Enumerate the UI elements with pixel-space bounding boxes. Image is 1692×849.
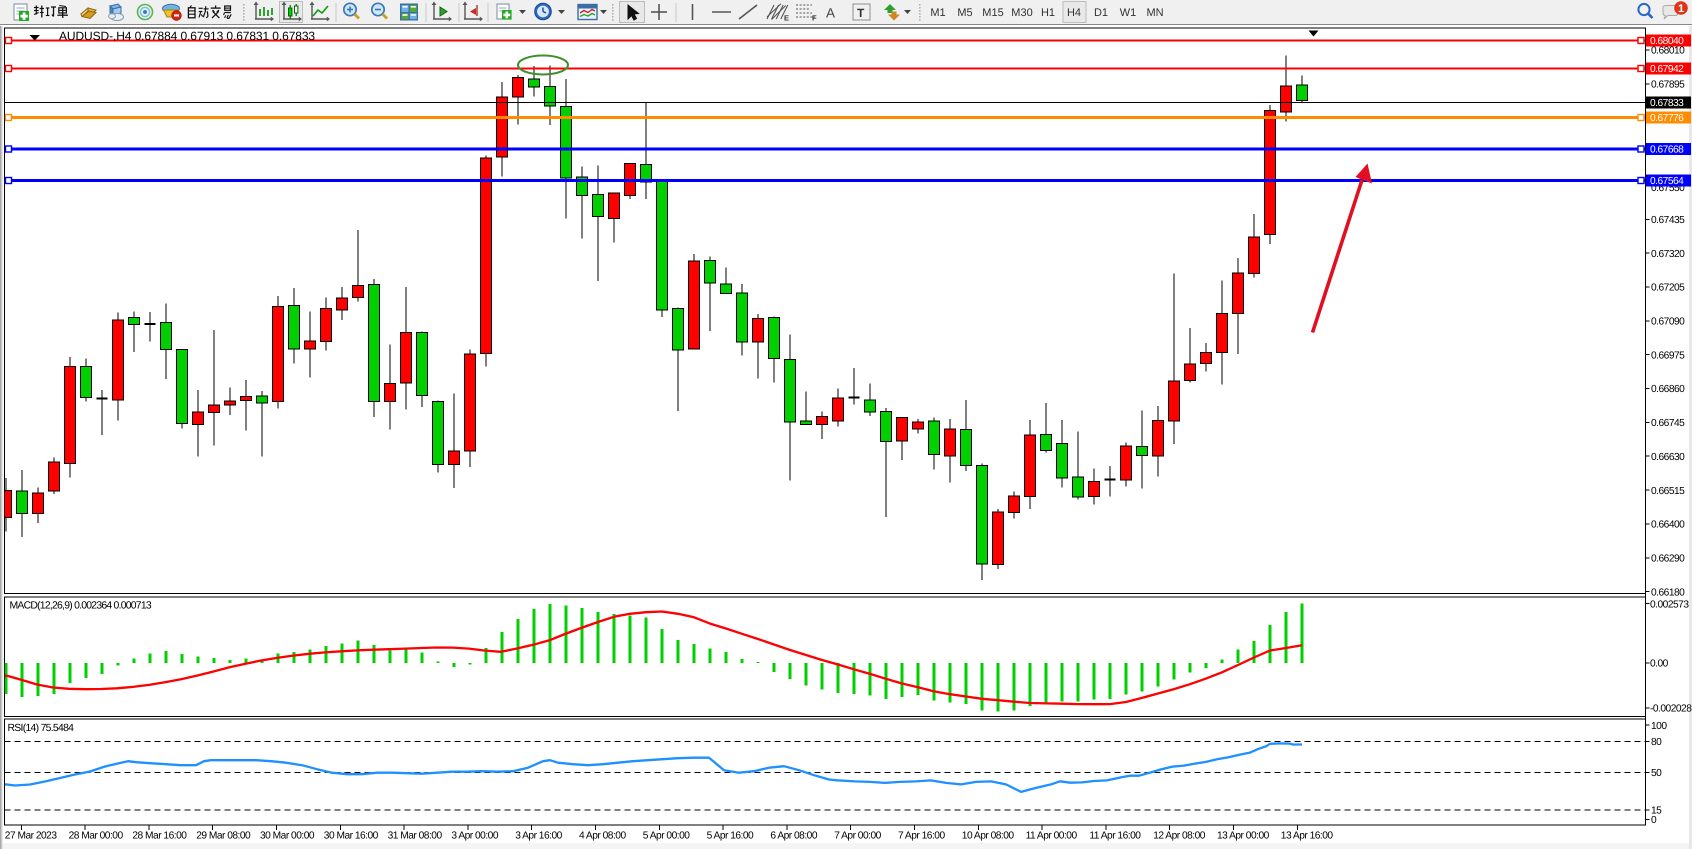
svg-text:0.67550: 0.67550 xyxy=(1651,183,1685,194)
svg-text:100: 100 xyxy=(1651,721,1667,732)
svg-text:15: 15 xyxy=(1651,806,1662,817)
svg-text:31 Mar 08:00: 31 Mar 08:00 xyxy=(388,831,443,842)
svg-text:0.66290: 0.66290 xyxy=(1651,554,1685,565)
svg-text:T: T xyxy=(857,6,865,20)
svg-text:M15: M15 xyxy=(982,7,1003,19)
svg-text:M30: M30 xyxy=(1011,7,1032,19)
svg-text:11 Apr 00:00: 11 Apr 00:00 xyxy=(1026,831,1078,842)
svg-text:0.68040: 0.68040 xyxy=(1650,36,1684,47)
svg-text:0.66975: 0.66975 xyxy=(1651,350,1685,361)
svg-text:3 Apr 00:00: 3 Apr 00:00 xyxy=(451,831,498,842)
svg-text:28 Mar 16:00: 28 Mar 16:00 xyxy=(132,831,187,842)
svg-text:3 Apr 16:00: 3 Apr 16:00 xyxy=(515,831,562,842)
svg-text:0.67668: 0.67668 xyxy=(1650,145,1684,156)
svg-text:6 Apr 08:00: 6 Apr 08:00 xyxy=(770,831,817,842)
svg-text:0.66515: 0.66515 xyxy=(1651,486,1685,497)
svg-text:AUDUSD-,H4 0.67884 0.67913 0.: AUDUSD-,H4 0.67884 0.67913 0.67831 0.678… xyxy=(59,29,315,43)
svg-text:0.67090: 0.67090 xyxy=(1651,317,1685,328)
svg-text:0.67942: 0.67942 xyxy=(1650,64,1684,75)
svg-text:30 Mar 16:00: 30 Mar 16:00 xyxy=(324,831,379,842)
svg-text:W1: W1 xyxy=(1120,7,1137,19)
svg-text:0.00: 0.00 xyxy=(1650,659,1669,670)
svg-text:10 Apr 08:00: 10 Apr 08:00 xyxy=(962,831,1015,842)
svg-text:12 Apr 08:00: 12 Apr 08:00 xyxy=(1153,831,1206,842)
svg-text:4 Apr 08:00: 4 Apr 08:00 xyxy=(579,831,626,842)
svg-text:7 Apr 16:00: 7 Apr 16:00 xyxy=(898,831,945,842)
svg-text:D1: D1 xyxy=(1094,7,1108,19)
svg-text:1: 1 xyxy=(1678,3,1684,15)
svg-text:E: E xyxy=(784,14,789,23)
svg-text:0.66630: 0.66630 xyxy=(1651,452,1685,463)
svg-text:0.68010: 0.68010 xyxy=(1651,46,1685,57)
svg-text:A: A xyxy=(826,6,835,21)
svg-text:50: 50 xyxy=(1651,768,1662,779)
svg-text:F: F xyxy=(812,14,817,23)
svg-text:0: 0 xyxy=(1651,815,1657,826)
svg-text:11 Apr 16:00: 11 Apr 16:00 xyxy=(1089,831,1141,842)
svg-text:0.66400: 0.66400 xyxy=(1651,520,1685,531)
svg-text:M5: M5 xyxy=(957,7,972,19)
svg-text:0.67776: 0.67776 xyxy=(1650,113,1684,124)
svg-text:80: 80 xyxy=(1651,737,1662,748)
svg-text:28 Mar 00:00: 28 Mar 00:00 xyxy=(69,831,124,842)
svg-text:7 Apr 00:00: 7 Apr 00:00 xyxy=(834,831,881,842)
svg-text:0.66180: 0.66180 xyxy=(1651,587,1685,598)
svg-text:5 Apr 16:00: 5 Apr 16:00 xyxy=(707,831,754,842)
svg-text:0.002573: 0.002573 xyxy=(1650,599,1689,610)
svg-text:H1: H1 xyxy=(1041,7,1055,19)
svg-text:13 Apr 00:00: 13 Apr 00:00 xyxy=(1217,831,1270,842)
svg-text:0.67833: 0.67833 xyxy=(1650,98,1684,109)
svg-text:29 Mar 08:00: 29 Mar 08:00 xyxy=(196,831,251,842)
svg-text:0.66745: 0.66745 xyxy=(1651,418,1685,429)
svg-text:-0.002028: -0.002028 xyxy=(1650,704,1692,715)
svg-text:0.67205: 0.67205 xyxy=(1651,283,1685,294)
svg-text:0.67320: 0.67320 xyxy=(1651,249,1685,260)
svg-text:0.66860: 0.66860 xyxy=(1651,384,1685,395)
svg-text:30 Mar 00:00: 30 Mar 00:00 xyxy=(260,831,315,842)
svg-text:H4: H4 xyxy=(1067,7,1081,19)
svg-text:0.67435: 0.67435 xyxy=(1651,215,1685,226)
svg-text:13 Apr 16:00: 13 Apr 16:00 xyxy=(1281,831,1334,842)
svg-text:M1: M1 xyxy=(930,7,945,19)
svg-text:MN: MN xyxy=(1146,7,1163,19)
svg-text:0.67895: 0.67895 xyxy=(1651,80,1685,91)
svg-text:MACD(12,26,9) 0.002364 0.00071: MACD(12,26,9) 0.002364 0.000713 xyxy=(10,600,152,611)
svg-text:27 Mar 2023: 27 Mar 2023 xyxy=(5,831,58,842)
svg-text:0.67564: 0.67564 xyxy=(1650,176,1684,187)
svg-text:5 Apr 00:00: 5 Apr 00:00 xyxy=(643,831,690,842)
svg-text:RSI(14) 75.5484: RSI(14) 75.5484 xyxy=(8,723,75,734)
